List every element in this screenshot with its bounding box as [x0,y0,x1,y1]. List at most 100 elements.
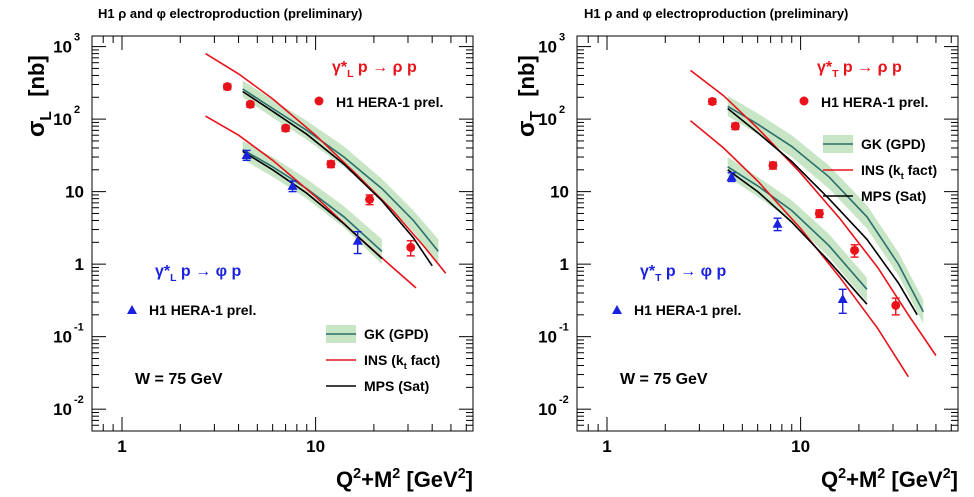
y-tick-label: 10 [65,183,84,202]
reaction-label-rho: γ*L p → ρ p [332,59,417,80]
legend-label-ins-part: INS (k [861,162,901,178]
mps-line-phi [242,150,383,259]
legend-label-ins-part: fact) [904,162,937,178]
y-axis-unit: [nb] [24,55,49,97]
x-axis-label-part: 2 [943,466,951,482]
ins-line-phi [205,115,417,289]
mps-line-rho [727,107,918,316]
rho-data-point [281,123,291,133]
legend-marker-rho [799,96,809,106]
y-tick-exponent: 2 [74,104,80,116]
phi-data-point [241,149,252,159]
y-axis-label-part: σ [23,121,50,137]
x-axis-label-part: Q [336,467,353,492]
rho-data-point [707,96,717,106]
x-axis-label-part: +M [846,467,877,492]
x-axis-label-part: 2 [877,466,885,482]
plot-area [205,52,447,289]
reaction-label-phi-part: p → φ p [176,263,241,280]
energy-label: W = 75 GeV [620,371,708,388]
gk-band-rho [242,80,439,265]
reaction-label-phi-part: γ* [640,263,656,280]
y-tick-label: 10 [53,400,72,419]
x-axis-label-part: [GeV [885,467,943,492]
mps-line-rho [242,90,433,267]
y-tick-exponent: 3 [74,32,80,44]
x-tick-label: 10 [791,437,810,456]
y-tick-label: 10 [53,110,72,129]
phi-data-point [772,218,783,228]
legend-marker-phi [127,305,137,314]
reaction-label-rho-part: T [832,69,839,80]
x-tick-label: 1 [117,437,126,456]
energy-label: W = 75 GeV [135,371,223,388]
data-label-rho: H1 HERA-1 prel. [821,94,928,110]
chart-title: H1 ρ and φ electroproduction (preliminar… [584,6,848,21]
legend-label-mps: MPS (Sat) [364,378,429,394]
plot-frame [576,35,959,432]
rho-data-point [365,194,375,204]
y-axis-unit: [nb] [514,55,539,97]
x-axis-label-part: 2 [838,466,846,482]
legend-label-gk: GK (GPD) [861,136,926,152]
gk-line-rho [242,88,439,252]
legend-label-ins-part: t [901,171,904,181]
y-axis-label-part: σ [513,121,540,137]
axis-ticks [91,36,473,432]
reaction-label-rho-part: p → ρ p [353,59,416,76]
y-tick-exponent: -2 [559,394,569,406]
phi-data-point [352,235,363,245]
rho-data-point [730,121,740,131]
ins-line-rho [205,52,447,274]
legend-label-ins-part: fact) [407,352,440,368]
x-axis-label-part: [GeV [400,467,458,492]
reaction-label-phi: γ*L p → φ p [155,263,241,284]
reaction-label-rho-part: p → ρ p [838,59,901,76]
rho-data-point [326,159,336,169]
y-axis-label: σL [23,111,55,137]
ins-line-phi [689,120,909,378]
phi-data-point [837,294,848,304]
x-axis-label: Q2+M2 [GeV2] [336,466,473,492]
rho-data-point [768,160,778,170]
reaction-label-phi-part: T [655,273,662,284]
y-tick-label: 10 [538,400,557,419]
rho-data-point [814,208,824,218]
legend-label-ins: INS (kt fact) [861,162,937,181]
plot-frame [91,35,474,432]
rho-data-point [891,300,901,310]
chart-title: H1 ρ and φ electroproduction (preliminar… [98,6,362,21]
reaction-label-rho-part: γ* [332,59,348,76]
y-tick-label: 10 [53,328,72,347]
legend-marker-rho [314,96,324,106]
gk-band-phi [242,140,382,265]
legend-label-ins-part: t [404,361,407,371]
y-axis-label: σT [513,111,545,137]
reaction-label-rho-part: L [347,69,354,80]
y-axis-label-part: L [38,111,55,121]
data-label-rho: H1 HERA-1 prel. [336,94,443,110]
plot-area [689,69,937,378]
x-axis-label-part: ] [951,467,958,492]
panel-transverse: H1 ρ and φ electroproduction (preliminar… [513,6,959,492]
rho-data-point [406,242,416,252]
reaction-label-phi-part: γ* [155,263,171,280]
x-axis-label-part: ] [466,467,473,492]
x-axis-label-part: Q [821,467,838,492]
rho-data-point [222,82,232,92]
x-axis-label-part: 2 [392,466,400,482]
x-axis-label: Q2+M2 [GeV2] [821,466,958,492]
y-tick-label: 10 [538,110,557,129]
model-legend: GK (GPD) INS (kt fact) MPS (Sat) [823,135,937,204]
y-tick-exponent: 3 [559,32,565,44]
x-tick-label: 1 [602,437,611,456]
y-tick-exponent: -1 [559,322,569,334]
model-legend: GK (GPD) INS (kt fact) MPS (Sat) [326,325,440,394]
y-tick-label: 10 [538,328,557,347]
rho-data-point [850,245,860,255]
data-label-phi: H1 HERA-1 prel. [634,302,741,318]
mps-line-phi [727,169,868,305]
y-tick-label: 10 [550,183,569,202]
gk-band-rho [727,95,924,324]
